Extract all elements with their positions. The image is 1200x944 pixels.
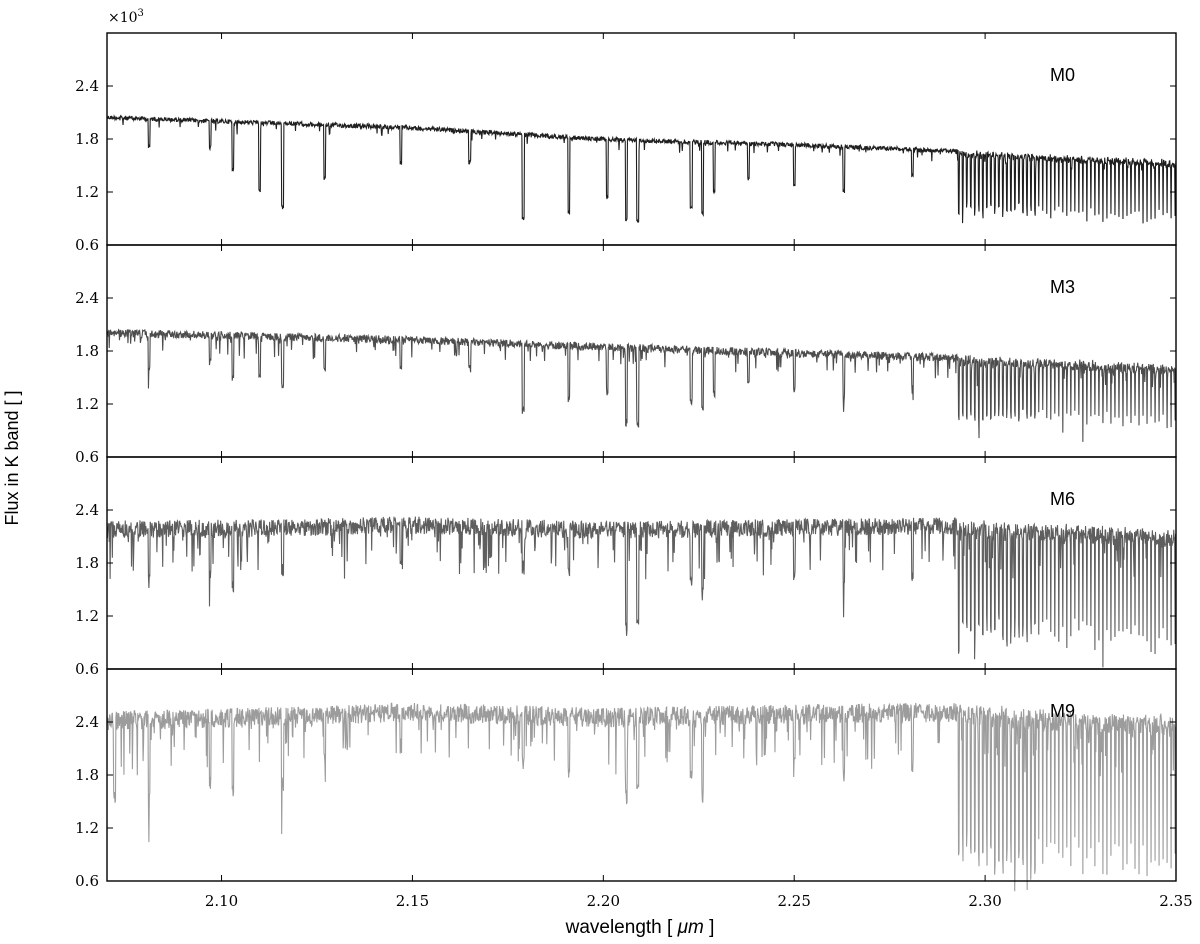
spectrum-line-M0	[107, 116, 1176, 224]
spectrum-line-M9	[107, 703, 1176, 891]
y-tick-label: 2.4	[75, 77, 99, 95]
y-tick-label: 1.8	[75, 342, 99, 360]
panel-label-M0: M0	[1050, 65, 1075, 85]
y-tick-label: 0.6	[75, 236, 99, 254]
y-tick-label: 0.6	[75, 872, 99, 890]
y-tick-label: 1.8	[75, 766, 99, 784]
panel-label-M3: M3	[1050, 277, 1075, 297]
x-tick-label: 2.10	[205, 892, 238, 910]
y-tick-label: 2.4	[75, 713, 99, 731]
panel-label-M6: M6	[1050, 489, 1075, 509]
x-tick-labels: 2.10 2.15 2.20 2.25 2.30 2.35	[205, 892, 1193, 910]
panel-M3: 0.6 1.2 1.8 2.4 M3	[75, 245, 1176, 466]
x-tick-label: 2.15	[396, 892, 429, 910]
panel-label-M9: M9	[1050, 701, 1075, 721]
panel-M9: 0.6 1.2 1.8 2.4 M9	[75, 669, 1176, 891]
x-tick-label: 2.20	[587, 892, 620, 910]
spectrum-line-M3	[107, 329, 1176, 441]
panels-group: 0.6 1.2 1.8 2.4 M0 0.6 1.2 1.8 2.4 M3 0.6 1.2 1.8 2.4…	[75, 33, 1176, 891]
x-tick-label: 2.30	[968, 892, 1001, 910]
y-tick-label: 1.8	[75, 554, 99, 572]
y-tick-label: 1.2	[75, 395, 99, 413]
panel-M6: 0.6 1.2 1.8 2.4 M6	[75, 457, 1176, 678]
x-axis-label: wavelength [ μm ]	[565, 917, 715, 938]
x-tick-label: 2.35	[1159, 892, 1192, 910]
x-tick-label: 2.25	[778, 892, 811, 910]
y-tick-label: 0.6	[75, 660, 99, 678]
y-tick-label: 2.4	[75, 501, 99, 519]
panel-frame	[107, 33, 1176, 245]
y-tick-label: 2.4	[75, 289, 99, 307]
y-tick-label: 1.2	[75, 819, 99, 837]
y-tick-label: 1.2	[75, 183, 99, 201]
y-axis-label: Flux in K band [ ]	[2, 390, 22, 525]
panel-M0: 0.6 1.2 1.8 2.4 M0	[75, 33, 1176, 254]
spectrum-line-M6	[107, 517, 1176, 668]
y-tick-label: 1.2	[75, 607, 99, 625]
y-tick-label: 0.6	[75, 448, 99, 466]
y-tick-label: 1.8	[75, 130, 99, 148]
y-multiplier-label: ×103	[108, 8, 144, 26]
